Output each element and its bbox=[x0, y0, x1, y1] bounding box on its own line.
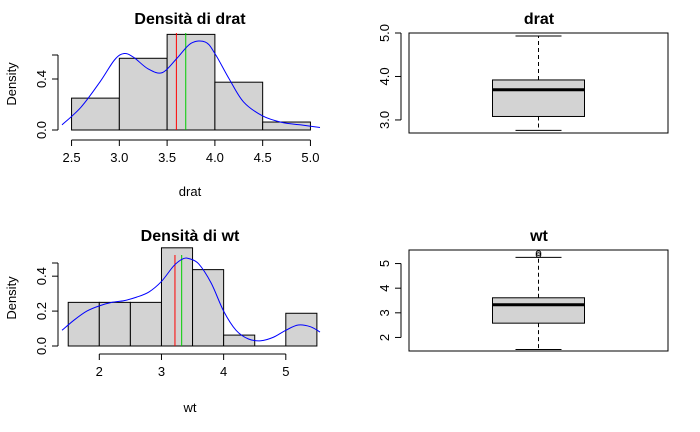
histogram-bar bbox=[67, 301, 100, 347]
plot-title: Densità di wt bbox=[141, 228, 240, 245]
plot-title: Densità di drat bbox=[134, 11, 246, 28]
y-tick-label: 3 bbox=[377, 309, 392, 316]
y-tick-label: 5.0 bbox=[377, 24, 392, 42]
x-tick-label: 3 bbox=[158, 364, 165, 379]
y-tick-label: 0.0 bbox=[34, 337, 49, 355]
y-tick-label: 3.0 bbox=[377, 111, 392, 129]
panel-wt-boxplot: wt 2 3 4 5 bbox=[377, 228, 669, 352]
histogram-bar bbox=[214, 81, 264, 131]
histogram-bar bbox=[129, 301, 162, 347]
x-tick-label: 3.5 bbox=[158, 150, 176, 165]
x-tick-label: 5.0 bbox=[301, 150, 319, 165]
x-tick-label: 5 bbox=[282, 364, 289, 379]
density-curve bbox=[61, 257, 321, 342]
outlier-point bbox=[535, 250, 542, 256]
x-tick-label: 4.0 bbox=[206, 150, 224, 165]
panel-drat-histogram: Densità di drat 2.5 3.0 3.5 4.0 4.5 5.0 0.0 0.… bbox=[4, 11, 321, 199]
histogram-bar bbox=[166, 33, 216, 131]
box-body bbox=[492, 79, 585, 117]
y-tick-label: 0.2 bbox=[34, 302, 49, 320]
plot-frame bbox=[408, 249, 669, 352]
y-axis-label: Density bbox=[4, 62, 19, 106]
y-tick-label: 0.0 bbox=[34, 121, 49, 139]
x-axis-label: wt bbox=[183, 400, 197, 415]
histogram-bar bbox=[118, 57, 168, 131]
y-tick-label: 5 bbox=[377, 260, 392, 267]
histogram-bar bbox=[192, 269, 225, 347]
plot-title: wt bbox=[529, 228, 548, 245]
density-curve bbox=[61, 40, 321, 128]
outlier-point bbox=[535, 252, 542, 258]
panel-wt-histogram: Densità di wt 2 3 4 5 0.0 0.2 0.4 wt Density bbox=[4, 228, 321, 415]
x-tick-label: 3.0 bbox=[110, 150, 128, 165]
plot-frame bbox=[408, 32, 669, 134]
histogram-bar bbox=[285, 312, 318, 347]
x-tick-label: 4.5 bbox=[254, 150, 272, 165]
x-tick-label: 2 bbox=[96, 364, 103, 379]
y-tick-label: 4.0 bbox=[377, 67, 392, 85]
x-tick-label: 2.5 bbox=[63, 150, 81, 165]
y-tick-label: 2 bbox=[377, 334, 392, 341]
plot-title: drat bbox=[524, 11, 555, 28]
y-tick-label: 4 bbox=[377, 285, 392, 292]
histogram-bar bbox=[98, 301, 131, 347]
y-tick-label: 0.4 bbox=[34, 70, 49, 88]
histogram-bar bbox=[223, 334, 256, 347]
x-axis-label: drat bbox=[179, 184, 202, 199]
histogram-bar bbox=[71, 97, 120, 131]
box-body bbox=[492, 297, 585, 324]
x-tick-label: 4 bbox=[220, 364, 227, 379]
y-axis-label: Density bbox=[4, 276, 19, 320]
y-tick-label: 0.4 bbox=[34, 267, 49, 285]
panel-drat-boxplot: drat 3.0 4.0 5.0 bbox=[377, 11, 669, 134]
